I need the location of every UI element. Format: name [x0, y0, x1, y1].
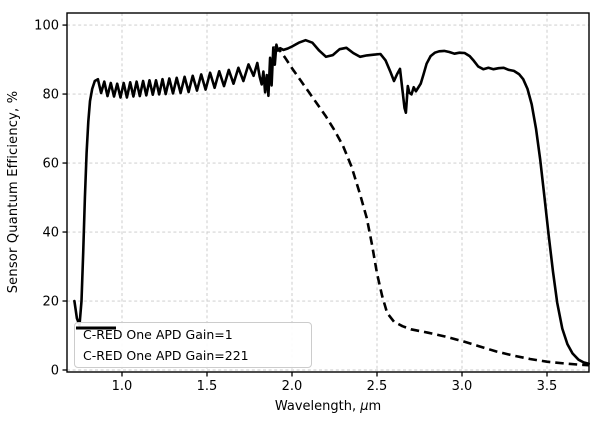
svg-text:0: 0 — [51, 363, 59, 378]
svg-text:20: 20 — [42, 295, 59, 310]
x-axis-title: Wavelength, μm — [67, 399, 589, 414]
svg-text:80: 80 — [42, 88, 59, 103]
legend-label-gain1: C-RED One APD Gain=1 — [83, 327, 233, 342]
svg-text:1.5: 1.5 — [197, 379, 218, 394]
legend-label-gain221: C-RED One APD Gain=221 — [83, 348, 249, 363]
svg-text:3.5: 3.5 — [537, 379, 558, 394]
svg-text:2.5: 2.5 — [367, 379, 388, 394]
legend-item-gain221: C-RED One APD Gain=221 — [76, 326, 303, 365]
svg-text:3.0: 3.0 — [452, 379, 473, 394]
mu-symbol: μ — [360, 399, 369, 414]
x-axis-title-text: Wavelength, — [274, 399, 361, 414]
y-axis-title: Sensor Quantum Efficiency, % — [6, 90, 21, 294]
svg-text:2.0: 2.0 — [282, 379, 303, 394]
svg-text:1.0: 1.0 — [112, 379, 133, 394]
legend: C-RED One APD Gain=1 C-RED One APD Gain=… — [74, 322, 312, 368]
svg-text:40: 40 — [42, 226, 59, 241]
dashed-line-swatch — [76, 326, 116, 330]
svg-text:60: 60 — [42, 157, 59, 172]
svg-text:100: 100 — [34, 19, 59, 34]
x-axis-title-unit: m — [368, 399, 382, 414]
